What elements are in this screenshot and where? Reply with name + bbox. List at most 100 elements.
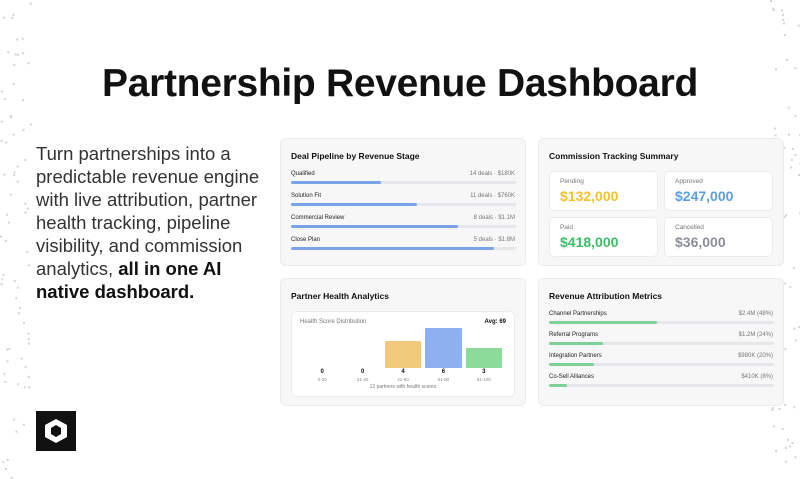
- tagline-text: Turn partnerships into a predictable rev…: [36, 143, 260, 279]
- dot: [13, 280, 16, 283]
- dot: [787, 106, 790, 109]
- bin-count: 6: [441, 369, 446, 375]
- bar: [549, 321, 657, 324]
- row-header: Solution Fit 11 deals · $760K: [291, 193, 515, 199]
- bar: [549, 342, 603, 345]
- dot: [774, 127, 777, 130]
- pipeline-card: Deal Pipeline by Revenue Stage Qualified…: [280, 138, 526, 266]
- card-title: Partner Health Analytics: [291, 291, 389, 301]
- summary-amount: $418,000: [560, 234, 619, 250]
- dot: [789, 285, 792, 288]
- chart-footer: 12 partners with health scores: [369, 384, 437, 390]
- dot: [784, 214, 787, 217]
- dot: [10, 476, 13, 479]
- dot: [784, 282, 787, 285]
- dot: [784, 460, 787, 463]
- dot: [782, 13, 785, 16]
- dot: [794, 339, 797, 342]
- row-label: Channel Partnerships: [549, 311, 607, 317]
- dot: [2, 460, 5, 463]
- dot: [17, 383, 20, 386]
- chart-subtitle: Health Score Distribution: [300, 319, 367, 325]
- dot: [21, 37, 24, 40]
- bar: [291, 225, 458, 228]
- dot: [13, 63, 16, 66]
- bin-label: 0 0-20: [302, 369, 342, 383]
- dot: [29, 123, 32, 126]
- dot: [17, 312, 20, 315]
- dot: [794, 456, 797, 459]
- dot: [24, 158, 27, 161]
- dot: [24, 211, 27, 214]
- dot: [27, 376, 30, 379]
- dot: [16, 165, 19, 168]
- dot: [24, 202, 27, 205]
- bin-range: 21-40: [356, 377, 369, 382]
- row: Close Plan 5 deals · $1.8M: [291, 237, 516, 250]
- row: Co-Sell Alliances $410K (8%): [549, 374, 774, 387]
- dot: [778, 407, 781, 410]
- bar-track: [549, 384, 774, 387]
- attribution-card: Revenue Attribution Metrics Channel Part…: [538, 278, 784, 406]
- row-header: Channel Partnerships $2.4M (48%): [549, 311, 773, 317]
- row-detail: 14 deals · $180K: [469, 171, 515, 177]
- dot: [797, 24, 800, 27]
- dot: [784, 447, 787, 450]
- dot: [2, 273, 5, 276]
- row-label: Referral Programs: [549, 332, 599, 338]
- bar-track: [549, 363, 774, 366]
- dot: [771, 407, 774, 410]
- health-chart: Health Score Distribution Avg: 69 0 0-20 0 2…: [291, 311, 515, 397]
- dot: [781, 428, 784, 431]
- dot: [4, 240, 7, 243]
- row-label: Commercial Review: [291, 215, 345, 221]
- dot: [1, 278, 4, 281]
- summary-box: Paid $418,000: [549, 217, 658, 257]
- average: Avg: 69: [484, 319, 506, 325]
- bar-track: [291, 203, 516, 206]
- summary-amount: $36,000: [675, 234, 726, 250]
- row-detail: 11 deals · $760K: [470, 193, 515, 199]
- tagline-emphasis: all in one AI native dashboard.: [36, 258, 222, 302]
- dot: [770, 0, 772, 2]
- commission-card: Commission Tracking Summary Pending $132,…: [538, 138, 784, 266]
- dot: [21, 99, 24, 102]
- bin-label: 4 41-60: [383, 369, 423, 383]
- dot: [12, 133, 15, 136]
- row-label: Close Plan: [291, 237, 321, 243]
- dot: [13, 174, 16, 177]
- dot: [784, 348, 787, 351]
- bar-column: [465, 328, 503, 368]
- row-label: Solution Fit: [291, 193, 322, 199]
- summary-box: Pending $132,000: [549, 171, 658, 211]
- dot: [0, 235, 3, 238]
- logo: [36, 411, 76, 451]
- bin-range: 61-80: [437, 377, 450, 382]
- bar-column: [304, 328, 340, 368]
- dot: [788, 445, 791, 448]
- dot: [5, 213, 8, 216]
- row-detail: $2.4M (48%): [738, 311, 773, 317]
- bin-label: 3 81-100: [464, 369, 504, 383]
- logo-icon: [45, 419, 67, 443]
- dot: [771, 408, 774, 411]
- dot: [22, 128, 25, 131]
- row-header: Co-Sell Alliances $410K (8%): [549, 374, 773, 380]
- row: Channel Partnerships $2.4M (48%): [549, 311, 774, 324]
- dot: [12, 13, 15, 16]
- dot: [8, 221, 11, 224]
- row-label: Qualified: [291, 171, 315, 177]
- dot: [8, 347, 11, 350]
- bin-label: 6 61-80: [423, 369, 463, 383]
- bin-label: 0 21-40: [342, 369, 382, 383]
- dot: [22, 423, 25, 426]
- dot: [0, 283, 3, 286]
- dot: [14, 53, 17, 56]
- row-header: Referral Programs $1.2M (24%): [549, 332, 773, 338]
- summary-label: Approved: [675, 178, 703, 185]
- dot: [9, 193, 12, 196]
- row-header: Qualified 14 deals · $180K: [291, 171, 515, 177]
- bar-track: [291, 225, 516, 228]
- bar: [291, 203, 417, 206]
- dot: [782, 18, 785, 21]
